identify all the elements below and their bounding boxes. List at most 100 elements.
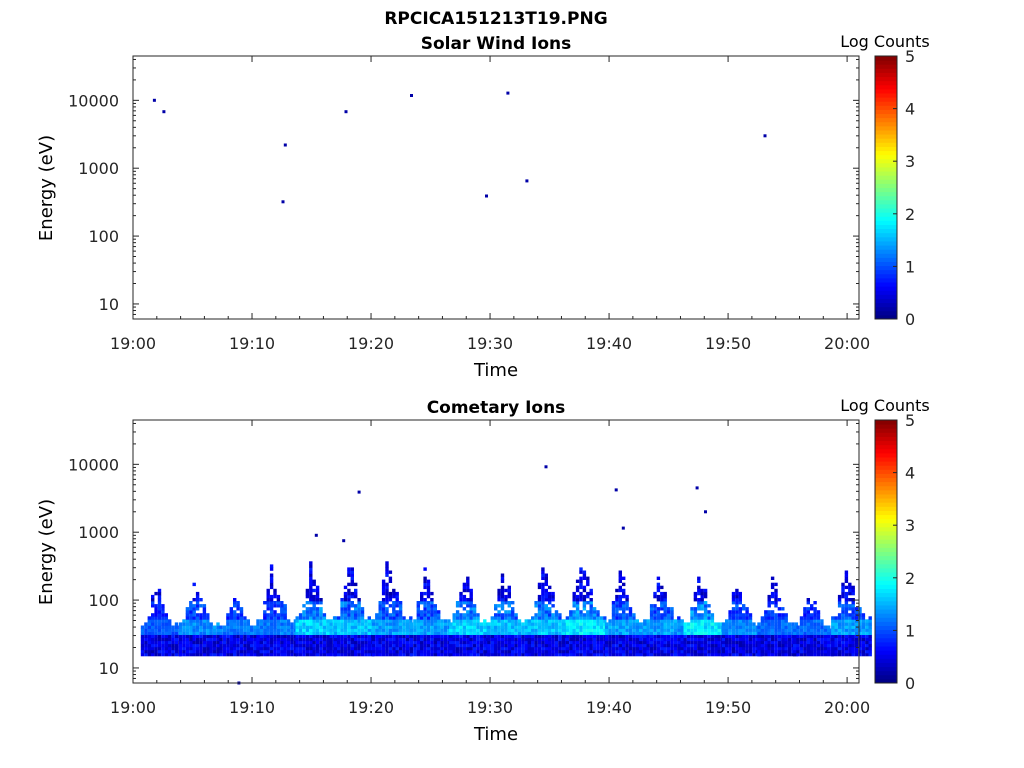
spectrogram-cell <box>700 607 704 611</box>
spectrogram-cell <box>541 591 545 596</box>
spectrogram-cell <box>848 613 852 617</box>
spectrogram-cell <box>605 652 609 657</box>
spectrogram-cell <box>534 637 538 642</box>
y-tick-label: 10 <box>99 295 119 314</box>
spectrogram-cell <box>784 649 788 654</box>
spectrogram-cell <box>625 628 629 632</box>
spectrogram-cell <box>273 646 277 651</box>
spectrogram-cell <box>350 594 354 599</box>
spectrogram-cell <box>764 628 768 632</box>
spectrogram-cell <box>182 652 186 657</box>
spectrogram-cell <box>171 646 175 651</box>
spectrogram-cell <box>592 640 597 645</box>
spectrogram-cell <box>398 625 403 629</box>
spectrogram-cell <box>337 649 341 654</box>
spectrogram-cell <box>534 616 538 620</box>
spectrogram-cell <box>841 607 845 611</box>
spectrogram-cell <box>660 616 664 620</box>
spectrogram-cell <box>469 616 473 620</box>
spectrogram-cell <box>367 634 371 638</box>
spectrogram-cell <box>635 640 639 645</box>
spectrogram-cell <box>273 601 277 605</box>
spectrogram-cell <box>770 594 775 599</box>
spectrogram-cell <box>697 591 701 596</box>
spectrogram-cell <box>164 646 168 651</box>
spectrogram-cell <box>787 649 792 654</box>
spectrogram-cell <box>851 646 855 651</box>
spectrogram-cell <box>483 643 487 648</box>
spectrogram-cell <box>195 594 200 599</box>
spectrogram-cell <box>402 634 406 638</box>
spectrogram-cell <box>663 622 667 626</box>
spectrogram-cell <box>690 607 694 611</box>
spectrogram-cell <box>527 652 531 657</box>
spectrogram-cell <box>305 631 310 635</box>
spectrogram-cell <box>656 634 661 638</box>
spectrogram-cell <box>774 604 778 608</box>
spectrogram-cell <box>858 634 862 638</box>
colorbar-band <box>875 97 897 102</box>
spectrogram-cell <box>622 619 626 623</box>
spectrogram-cell <box>354 649 358 654</box>
spectrogram-cell <box>259 646 264 651</box>
spectrogram-cell <box>420 634 424 638</box>
spectrogram-cell <box>273 628 277 632</box>
spectrogram-cell <box>660 628 664 632</box>
spectrogram-cell <box>312 616 316 620</box>
spectrogram-cell <box>625 631 629 635</box>
spectrogram-cell <box>452 643 456 648</box>
spectrogram-cell <box>326 643 330 648</box>
spectrogram-cell <box>151 637 155 642</box>
spectrogram-cell <box>182 631 186 635</box>
spectrogram-cell <box>459 613 463 617</box>
spectrogram-cell <box>653 610 657 614</box>
spectrogram-cell <box>589 604 593 608</box>
spectrogram-cell <box>236 628 240 632</box>
spectrogram-cell <box>381 622 386 626</box>
spectrogram-cell <box>703 607 708 611</box>
colorbar-band <box>875 654 897 659</box>
spectrogram-cell <box>851 607 855 611</box>
spectrogram-cell <box>426 622 431 626</box>
spectrogram-cell <box>343 607 348 611</box>
spectrogram-cell <box>834 625 838 629</box>
spectrogram-cell <box>781 637 785 642</box>
spectrogram-cell <box>459 616 463 620</box>
spectrogram-cell <box>269 631 274 635</box>
spectrogram-cell <box>333 652 337 657</box>
spectrogram-cell <box>690 619 694 623</box>
colorbar-band <box>875 203 897 209</box>
spectrogram-cell <box>507 646 511 651</box>
spectrogram-cell <box>611 622 616 626</box>
spectrogram-cell <box>161 652 165 657</box>
spectrogram-cell <box>537 585 542 590</box>
spectrogram-cell <box>476 637 480 642</box>
spectrogram-cell <box>725 622 729 626</box>
spectrogram-cell <box>861 652 866 657</box>
spectrogram-cell <box>347 582 351 587</box>
spectrogram-cell <box>253 628 257 632</box>
spectrogram-cell <box>443 646 448 651</box>
spectrogram-cell <box>312 646 316 651</box>
spectrogram-cell <box>618 619 622 623</box>
spectrogram-cell <box>615 643 619 648</box>
spectrogram-cell <box>565 619 570 623</box>
spectrogram-cell <box>649 610 654 614</box>
spectrogram-cell <box>269 646 274 651</box>
spectrogram-cell <box>793 652 797 657</box>
spectrogram-cell <box>697 616 701 620</box>
spectrogram-cell <box>195 643 200 648</box>
spectrogram-cell <box>611 637 616 642</box>
colorbar-band <box>875 216 897 221</box>
spectrogram-cell <box>586 640 590 645</box>
spectrogram-cell <box>848 607 852 611</box>
spectrogram-cell <box>858 625 862 629</box>
spectrogram-cell <box>381 607 386 611</box>
spectrogram-cell <box>793 643 797 648</box>
spectrogram-cell <box>333 646 337 651</box>
spectrogram-cell <box>426 607 431 611</box>
spectrogram-cell <box>764 613 768 617</box>
spectrogram-cell <box>319 610 323 614</box>
spectrogram-cell <box>586 582 590 587</box>
spectrogram-cell <box>286 643 291 648</box>
